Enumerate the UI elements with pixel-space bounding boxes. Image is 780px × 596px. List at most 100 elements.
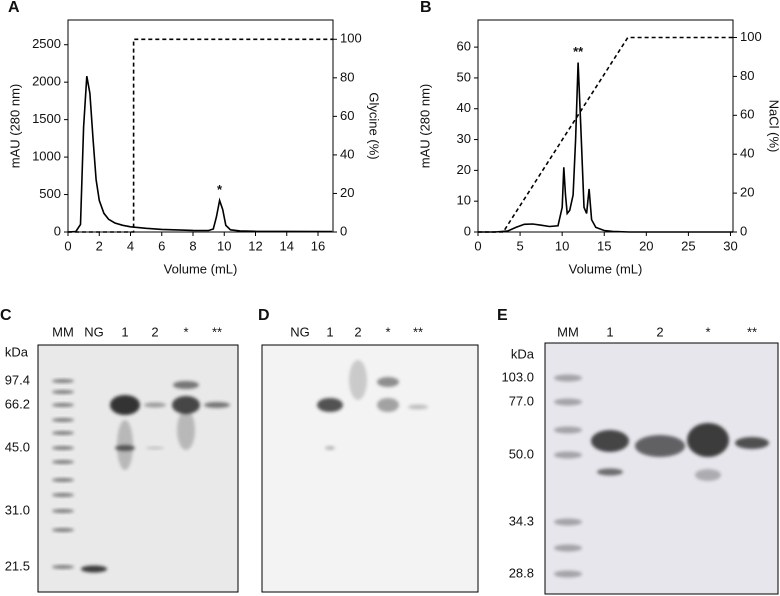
x-axis-label: Volume (mL) <box>164 261 238 276</box>
marker-label: 97.4 <box>5 372 30 387</box>
band <box>52 528 74 532</box>
lane-label: * <box>385 324 390 339</box>
marker-label: 66.2 <box>5 396 30 411</box>
band <box>52 403 74 407</box>
y2-tick-label: 80 <box>740 68 754 83</box>
band <box>554 544 582 552</box>
y-tick-label: 0 <box>54 223 61 238</box>
series-line <box>478 62 733 233</box>
band <box>377 398 399 412</box>
unit-label: kDa <box>5 344 29 359</box>
y2-tick-label: 60 <box>340 108 354 123</box>
y2-tick-label: 40 <box>740 146 754 161</box>
plot-frame <box>67 19 334 233</box>
panel-label: C <box>0 307 12 324</box>
lane-label: * <box>183 324 188 339</box>
x-tick-label: 6 <box>158 238 165 253</box>
y-tick-label: 2000 <box>32 74 61 89</box>
lane-label: 1 <box>121 324 128 339</box>
band <box>554 451 582 459</box>
y2-tick-label: 100 <box>740 29 762 44</box>
band <box>144 402 166 408</box>
y-tick-label: 0 <box>464 223 471 238</box>
band <box>110 395 140 415</box>
y2-axis-label: NaCl (%) <box>767 100 780 153</box>
x-tick-label: 5 <box>516 238 523 253</box>
series-line <box>478 36 733 233</box>
x-tick-label: 0 <box>64 238 71 253</box>
band <box>52 418 74 422</box>
panel-label: D <box>258 307 270 324</box>
annotation: * <box>217 182 223 197</box>
lane-label: ** <box>413 324 423 339</box>
marker-label: 103.0 <box>501 369 534 384</box>
band <box>635 435 685 457</box>
band <box>735 437 769 449</box>
x-tick-label: 0 <box>474 238 481 253</box>
band <box>204 402 230 408</box>
band <box>687 423 729 457</box>
y2-axis-label: Glycine (%) <box>367 92 382 159</box>
panel-label: B <box>420 0 432 16</box>
x-tick-label: 4 <box>127 238 134 253</box>
x-tick-label: 12 <box>248 238 262 253</box>
band <box>52 379 74 383</box>
x-tick-label: 16 <box>311 238 325 253</box>
y-tick-label: 1000 <box>32 149 61 164</box>
y2-tick-label: 60 <box>740 107 754 122</box>
y-tick-label: 50 <box>457 69 471 84</box>
y-axis-label: mAU (280 nm) <box>417 84 432 169</box>
band <box>115 445 135 451</box>
lane-label: 1 <box>606 324 613 339</box>
band <box>52 431 74 435</box>
panel-label: A <box>8 0 20 16</box>
lane-label: 2 <box>354 324 361 339</box>
band <box>377 377 399 387</box>
band <box>52 565 74 569</box>
band <box>554 426 582 434</box>
gel-image <box>37 344 239 593</box>
series-line <box>67 76 333 233</box>
band <box>52 446 74 450</box>
x-axis-label: Volume (mL) <box>569 261 643 276</box>
band <box>325 446 335 450</box>
band <box>52 493 74 497</box>
lane-label: * <box>705 324 710 339</box>
lane-label: NG <box>290 324 310 339</box>
band <box>554 374 582 382</box>
marker-label: 21.5 <box>5 558 30 573</box>
lane-label: 2 <box>656 324 663 339</box>
y2-tick-label: 80 <box>340 69 354 84</box>
band <box>52 509 74 513</box>
marker-label: 34.3 <box>509 513 534 528</box>
band <box>317 398 343 412</box>
x-tick-label: 10 <box>217 238 231 253</box>
x-tick-label: 15 <box>597 238 611 253</box>
y2-tick-label: 0 <box>740 223 747 238</box>
lane-label: ** <box>747 324 757 339</box>
band <box>695 469 721 481</box>
band <box>173 381 199 389</box>
x-tick-label: 25 <box>681 238 695 253</box>
y2-tick-label: 0 <box>340 223 347 238</box>
y-tick-label: 40 <box>457 100 471 115</box>
marker-label: 31.0 <box>5 502 30 517</box>
band <box>172 396 200 414</box>
gel-image <box>261 344 479 593</box>
marker-label: 45.0 <box>5 439 30 454</box>
y-tick-label: 30 <box>457 131 471 146</box>
x-tick-label: 2 <box>96 238 103 253</box>
lane-label: MM <box>557 324 579 339</box>
band <box>554 518 582 526</box>
band <box>52 460 74 464</box>
y2-tick-label: 20 <box>740 185 754 200</box>
x-tick-label: 14 <box>280 238 294 253</box>
y-tick-label: 2500 <box>32 36 61 51</box>
lane-label: 2 <box>151 324 158 339</box>
y-tick-label: 1500 <box>32 111 61 126</box>
gel-image <box>544 342 779 595</box>
plot-frame <box>477 19 734 233</box>
series-line <box>68 38 333 233</box>
annotation: ** <box>573 44 584 59</box>
